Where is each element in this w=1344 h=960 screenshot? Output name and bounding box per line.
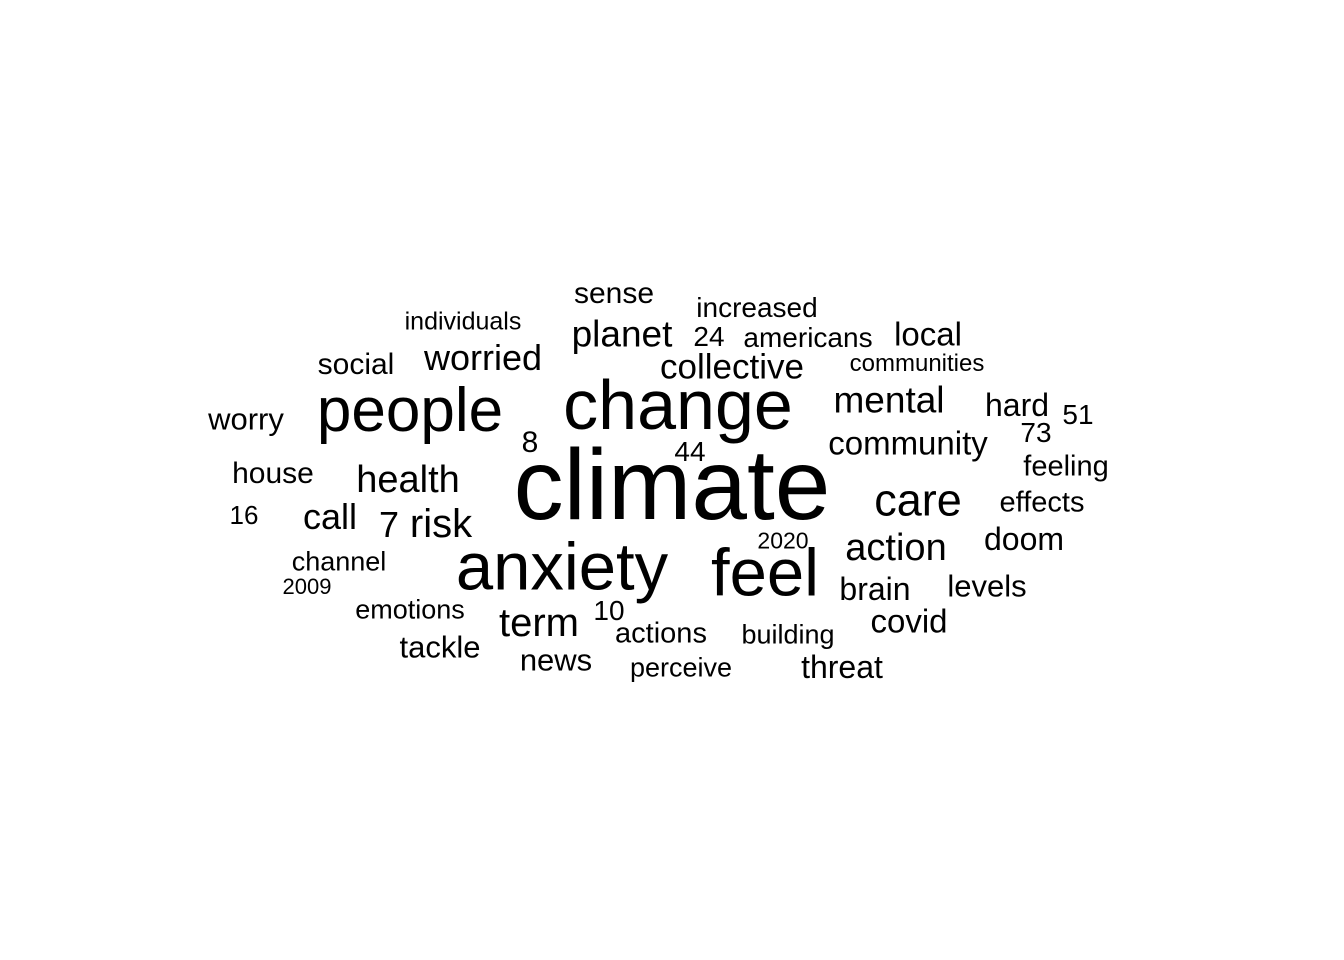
word-call: call xyxy=(302,496,358,537)
word-channel: channel xyxy=(291,546,387,577)
word-building: building xyxy=(741,619,835,650)
word-actions: actions xyxy=(615,617,707,650)
word-73: 73 xyxy=(1020,417,1052,448)
word-feeling: feeling xyxy=(1023,450,1109,483)
word-levels: levels xyxy=(947,568,1027,604)
word-collective: collective xyxy=(660,347,804,387)
word-risk: risk xyxy=(409,502,473,546)
word-covid: covid xyxy=(870,602,948,640)
word-local: local xyxy=(894,315,962,353)
word-individuals: individuals xyxy=(404,307,522,336)
word-care: care xyxy=(874,474,962,526)
word-2009: 2009 xyxy=(282,574,332,599)
word-worried: worried xyxy=(423,337,543,378)
word-24: 24 xyxy=(693,321,725,352)
word-7: 7 xyxy=(378,504,400,545)
word-climate: climate xyxy=(513,429,831,541)
word-brain: brain xyxy=(839,571,911,607)
word-sense: sense xyxy=(573,277,655,310)
word-emotions: emotions xyxy=(355,594,465,625)
word-increased: increased xyxy=(696,292,818,323)
word-change: change xyxy=(563,366,793,444)
word-2020: 2020 xyxy=(757,527,809,554)
word-doom: doom xyxy=(983,521,1065,557)
word-44: 44 xyxy=(674,436,706,467)
word-health: health xyxy=(356,459,460,501)
word-16: 16 xyxy=(229,500,259,530)
word-community: community xyxy=(828,424,988,462)
word-news: news xyxy=(519,642,593,678)
word-51: 51 xyxy=(1062,399,1094,430)
word-worry: worry xyxy=(208,401,284,437)
word-mental: mental xyxy=(833,379,945,421)
word-term: term xyxy=(499,601,579,645)
word-social: social xyxy=(317,348,395,381)
word-people: people xyxy=(316,376,504,445)
word-perceive: perceive xyxy=(629,652,733,683)
word-planet: planet xyxy=(571,313,673,355)
word-communities: communities xyxy=(849,350,985,377)
word-americans: americans xyxy=(743,322,873,353)
word-house: house xyxy=(232,457,314,490)
word-threat: threat xyxy=(801,649,883,685)
word-8: 8 xyxy=(521,426,539,459)
word-10: 10 xyxy=(593,595,625,626)
word-hard: hard xyxy=(984,387,1050,423)
word-tackle: tackle xyxy=(399,629,481,665)
word-feel: feel xyxy=(710,535,820,611)
word-effects: effects xyxy=(999,486,1085,519)
word-action: action xyxy=(845,527,947,569)
word-anxiety: anxiety xyxy=(455,529,669,605)
